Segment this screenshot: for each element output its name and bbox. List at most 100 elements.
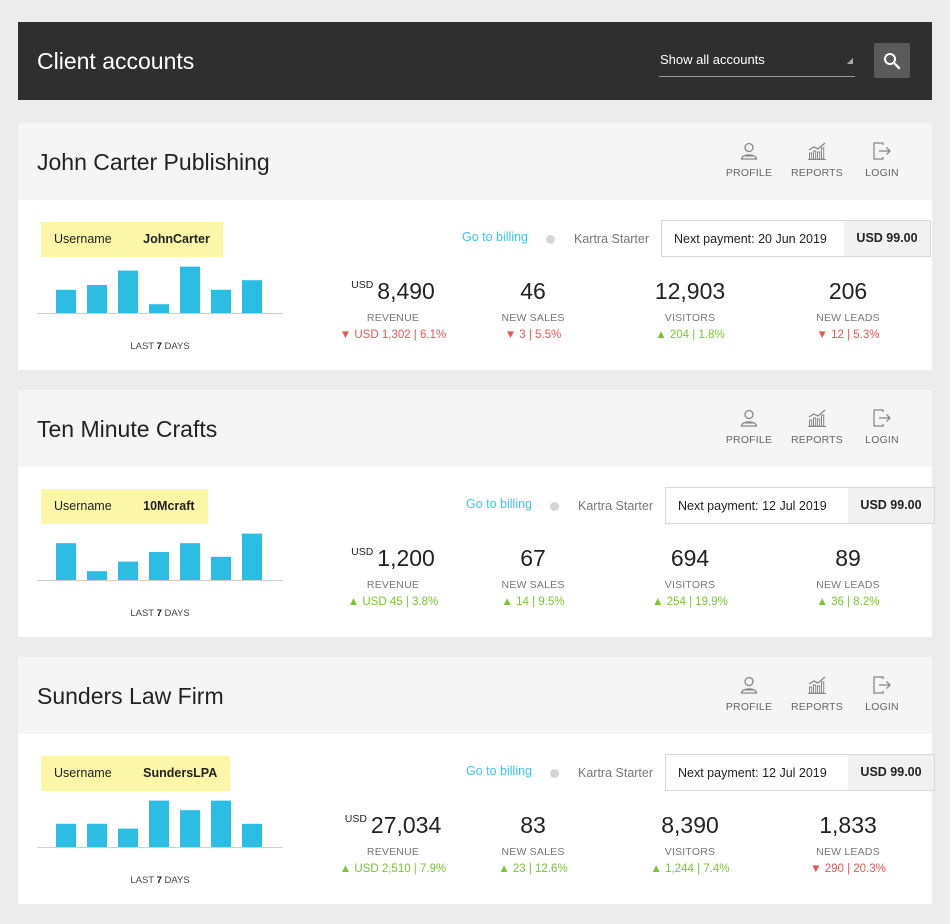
account-name: John Carter Publishing bbox=[37, 149, 270, 175]
metric-change: ▼ USD 1,302 | 6.1% bbox=[339, 329, 447, 341]
plan-name: Kartra Starter bbox=[578, 766, 654, 780]
profile-button[interactable]: PROFILE bbox=[719, 141, 779, 179]
username-value: JohnCarter bbox=[143, 232, 210, 246]
go-to-billing-link[interactable]: Go to billing bbox=[462, 230, 529, 244]
chart-caption: LAST 7 DAYS bbox=[37, 875, 283, 886]
reports-label: REPORTS bbox=[791, 434, 843, 446]
chart-bar bbox=[242, 533, 262, 580]
plan-name: Kartra Starter bbox=[578, 499, 654, 513]
arrow-down-icon: ▼ bbox=[816, 329, 832, 341]
username-chip: Username JohnCarter bbox=[41, 222, 223, 257]
metric-visitors: 8,390 VISITORS ▲ 1,244 | 7.4% bbox=[610, 809, 770, 875]
reports-icon bbox=[808, 409, 826, 427]
metric-label: NEW SALES bbox=[501, 579, 565, 591]
username-value: SundersLPA bbox=[143, 766, 218, 780]
go-to-billing-link[interactable]: Go to billing bbox=[466, 497, 533, 511]
payment-amount: USD 99.00 bbox=[844, 221, 930, 256]
login-button[interactable]: LOGIN bbox=[852, 141, 912, 179]
reports-button[interactable]: REPORTS bbox=[787, 408, 847, 446]
login-label: LOGIN bbox=[865, 167, 899, 179]
metric-label: VISITORS bbox=[664, 579, 716, 591]
metric-value: 8,390 bbox=[661, 812, 719, 838]
reports-button[interactable]: REPORTS bbox=[787, 141, 847, 179]
profile-button[interactable]: PROFILE bbox=[719, 408, 779, 446]
search-button[interactable] bbox=[874, 43, 910, 78]
metric-change: ▲ 14 | 9.5% bbox=[501, 596, 565, 608]
chart-bar bbox=[180, 543, 200, 580]
account-name: Ten Minute Crafts bbox=[37, 416, 218, 442]
chart-bar bbox=[242, 280, 262, 313]
metric-change: ▲ 254 | 19.9% bbox=[652, 596, 728, 608]
username-label: Username bbox=[54, 499, 112, 513]
chart-bar bbox=[211, 800, 231, 847]
reports-icon bbox=[808, 676, 826, 694]
metric-change: ▲ 36 | 8.2% bbox=[816, 596, 880, 608]
plan-status-dot bbox=[546, 235, 555, 244]
login-icon bbox=[873, 676, 891, 694]
plan-status-dot bbox=[550, 769, 559, 778]
page-header: Client accounts Show all accounts ◢ bbox=[18, 22, 932, 100]
username-label: Username bbox=[54, 766, 112, 780]
chart-bar bbox=[211, 289, 231, 313]
arrow-down-icon: ▼ bbox=[339, 329, 355, 341]
chart-bar bbox=[149, 552, 169, 580]
chart-caption-days: 7 bbox=[156, 875, 162, 886]
account-card-header: Ten Minute Crafts PROFILE REPORTS bbox=[18, 390, 932, 467]
metric-revenue: USD 8,490 REVENUE ▼ USD 1,302 | 6.1% bbox=[313, 275, 473, 341]
arrow-up-icon: ▲ bbox=[816, 596, 832, 608]
metric-change: ▲ 204 | 1.8% bbox=[655, 329, 725, 341]
chart-bar bbox=[56, 543, 76, 580]
payment-amount: USD 99.00 bbox=[848, 755, 934, 790]
metric-new-leads: 89 NEW LEADS ▲ 36 | 8.2% bbox=[768, 542, 928, 608]
metric-label: NEW LEADS bbox=[816, 312, 880, 324]
metric-change: ▲ 23 | 12.6% bbox=[498, 863, 568, 875]
account-card: Ten Minute Crafts PROFILE REPORTS bbox=[18, 390, 935, 637]
metric-revenue: USD 27,034 REVENUE ▲ USD 2,510 | 7.9% bbox=[313, 809, 473, 875]
metric-label: NEW LEADS bbox=[816, 846, 880, 858]
chart-caption-suffix: DAYS bbox=[164, 608, 190, 619]
metric-value: 8,490 bbox=[377, 278, 435, 304]
arrow-up-icon: ▲ bbox=[339, 863, 355, 875]
caret-down-icon: ◢ bbox=[846, 56, 853, 65]
chart-caption-days: 7 bbox=[156, 608, 162, 619]
reports-label: REPORTS bbox=[791, 167, 843, 179]
chart-bar bbox=[87, 285, 107, 313]
metric-value: 46 bbox=[520, 278, 546, 304]
metric-change: ▲ USD 45 | 3.8% bbox=[347, 596, 439, 608]
last-7-days-chart bbox=[37, 800, 283, 848]
username-chip: Username 10Mcraft bbox=[41, 489, 208, 524]
account-name: Sunders Law Firm bbox=[37, 683, 224, 709]
metric-label: REVENUE bbox=[366, 312, 420, 324]
profile-button[interactable]: PROFILE bbox=[719, 675, 779, 713]
chart-caption-prefix: LAST bbox=[130, 608, 154, 619]
profile-icon bbox=[740, 142, 758, 160]
username-label: Username bbox=[54, 232, 112, 246]
login-button[interactable]: LOGIN bbox=[852, 675, 912, 713]
metric-new-leads: 206 NEW LEADS ▼ 12 | 5.3% bbox=[768, 275, 928, 341]
account-card-header: Sunders Law Firm PROFILE REPORTS bbox=[18, 657, 932, 734]
metric-label: NEW LEADS bbox=[816, 579, 880, 591]
login-button[interactable]: LOGIN bbox=[852, 408, 912, 446]
metric-currency: USD bbox=[344, 813, 367, 825]
login-label: LOGIN bbox=[865, 434, 899, 446]
metric-label: NEW SALES bbox=[501, 846, 565, 858]
account-card: Sunders Law Firm PROFILE REPORTS bbox=[18, 657, 935, 904]
metric-new-leads: 1,833 NEW LEADS ▼ 290 | 20.3% bbox=[768, 809, 928, 875]
account-card: John Carter Publishing PROFILE REPORTS bbox=[18, 123, 932, 370]
account-filter-select[interactable]: Show all accounts ◢ bbox=[659, 46, 855, 77]
metric-new-sales: 67 NEW SALES ▲ 14 | 9.5% bbox=[453, 542, 613, 608]
chart-caption-prefix: LAST bbox=[130, 875, 154, 886]
next-payment-box: Next payment: 12 Jul 2019 USD 99.00 bbox=[665, 487, 935, 524]
profile-icon bbox=[740, 409, 758, 427]
profile-icon bbox=[740, 676, 758, 694]
chart-caption-suffix: DAYS bbox=[164, 875, 190, 886]
metric-label: REVENUE bbox=[366, 846, 420, 858]
reports-button[interactable]: REPORTS bbox=[787, 675, 847, 713]
arrow-up-icon: ▲ bbox=[650, 863, 666, 875]
profile-label: PROFILE bbox=[725, 701, 773, 713]
metric-value: 89 bbox=[835, 545, 861, 571]
metric-value: 694 bbox=[670, 545, 710, 571]
chart-bar bbox=[180, 810, 200, 847]
chart-bar bbox=[56, 823, 76, 847]
go-to-billing-link[interactable]: Go to billing bbox=[466, 764, 533, 778]
